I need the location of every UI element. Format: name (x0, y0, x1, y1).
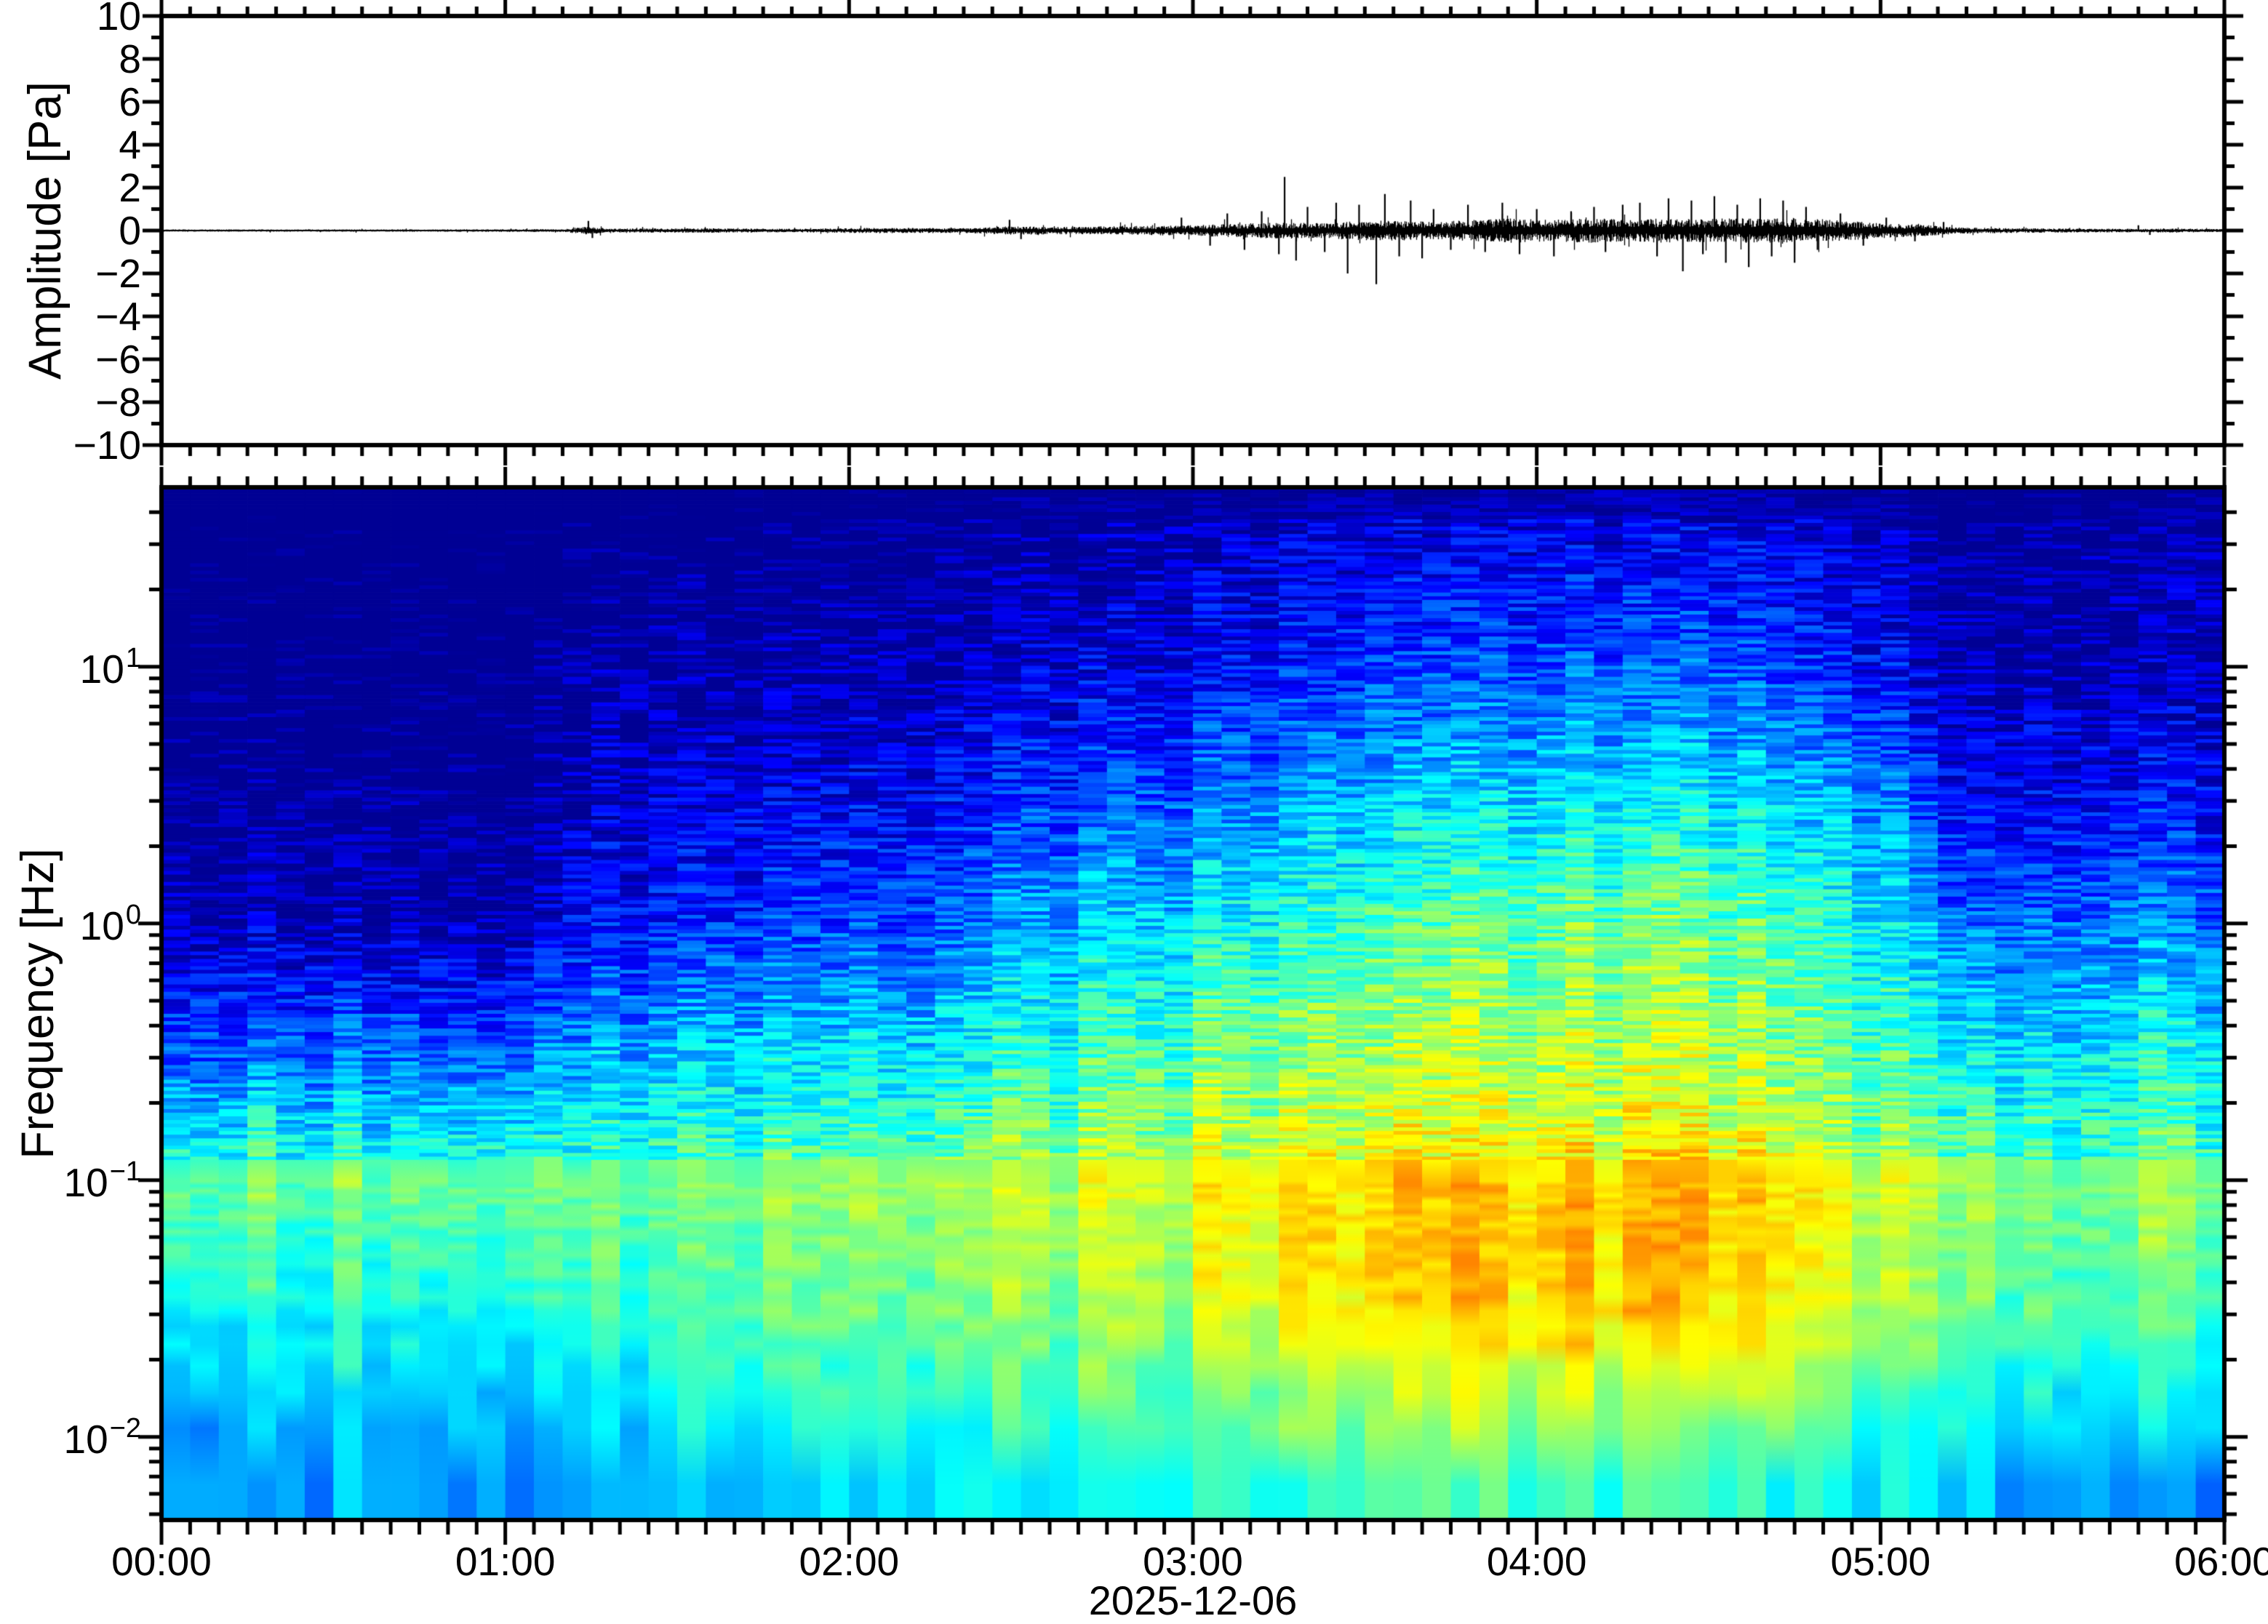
amplitude-tick-label: −4 (95, 294, 141, 339)
amplitude-tick-label: −8 (95, 380, 141, 425)
amplitude-tick-label: −6 (95, 337, 141, 382)
amplitude-tick-label: 4 (119, 122, 141, 167)
amplitude-tick-label: −10 (73, 423, 141, 468)
time-tick-label: 04:00 (1486, 1539, 1587, 1584)
time-tick-label: 01:00 (455, 1539, 556, 1584)
amplitude-tick-label: 6 (119, 79, 141, 124)
time-tick-label: 05:00 (1830, 1539, 1931, 1584)
amplitude-tick-label: 2 (119, 165, 141, 210)
time-tick-label: 03:00 (1143, 1539, 1243, 1584)
frequency-tick-label: 101 (79, 642, 141, 692)
amplitude-tick-label: −2 (95, 251, 141, 296)
amplitude-tick-label: 0 (119, 208, 141, 253)
date-label: 2025-12-06 (1088, 1577, 1298, 1623)
time-tick-label: 00:00 (111, 1539, 212, 1584)
frequency-tick-label: 10−1 (63, 1156, 141, 1205)
frequency-tick-label: 10−2 (63, 1412, 141, 1462)
amplitude-tick-label: 8 (119, 36, 141, 81)
frequency-tick-label: 100 (79, 899, 141, 948)
frequency-axis-label: Frequency [Hz] (12, 848, 63, 1159)
time-tick-label: 06:00 (2174, 1539, 2268, 1584)
amplitude-tick-label: 10 (96, 0, 141, 39)
time-tick-label: 02:00 (799, 1539, 900, 1584)
